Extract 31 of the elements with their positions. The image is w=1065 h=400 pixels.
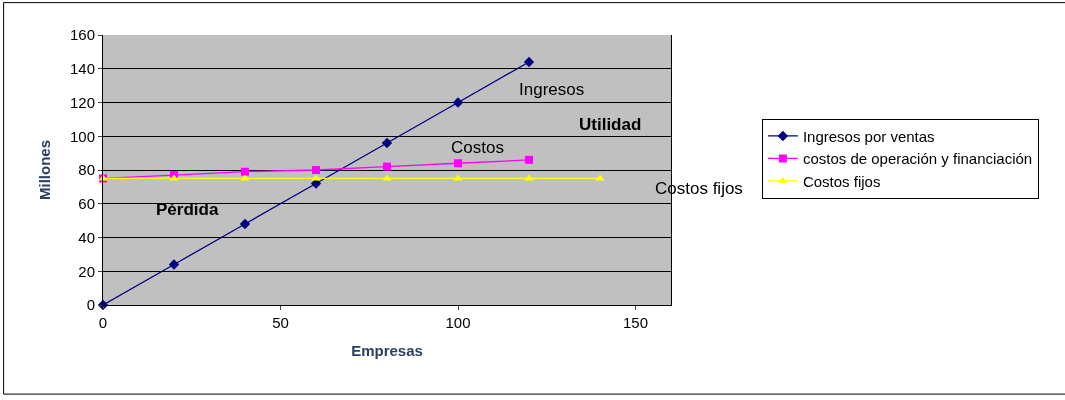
point — [383, 162, 391, 171]
point — [168, 259, 180, 270]
y-tick-label: 140 — [69, 60, 95, 77]
legend-label: costos de operación y financiación — [802, 150, 1033, 168]
x-tick-label: 100 — [445, 314, 471, 331]
x-axis-title: Empresas — [351, 342, 423, 359]
y-axis-title: Millones — [36, 139, 54, 201]
y-tick-label: 0 — [86, 296, 95, 314]
annotation: Ingresos — [519, 80, 585, 99]
y-tick-label: 160 — [69, 26, 95, 44]
x-tick-label: 50 — [272, 314, 289, 331]
y-tick-label: 120 — [69, 93, 95, 111]
y-tick-label: 40 — [78, 228, 95, 246]
annotation: Costos — [451, 138, 504, 157]
legend-label: Costos fijos — [802, 172, 881, 190]
legend-label: Ingresos por ventas — [802, 127, 935, 145]
point — [454, 159, 462, 168]
x-tick-label: 0 — [98, 314, 108, 331]
y-tick-label: 100 — [69, 127, 95, 145]
x-tick-label: 150 — [622, 314, 649, 331]
point — [381, 137, 393, 149]
y-tick-label: 20 — [78, 262, 95, 280]
point — [312, 166, 320, 174]
y-tick-label: 80 — [78, 161, 95, 179]
y-tick-label: 60 — [78, 195, 95, 212]
point — [239, 218, 251, 230]
point — [452, 97, 464, 108]
point — [241, 167, 249, 176]
point — [523, 56, 535, 68]
point — [525, 155, 533, 164]
annotation: Utilidad — [579, 115, 642, 134]
